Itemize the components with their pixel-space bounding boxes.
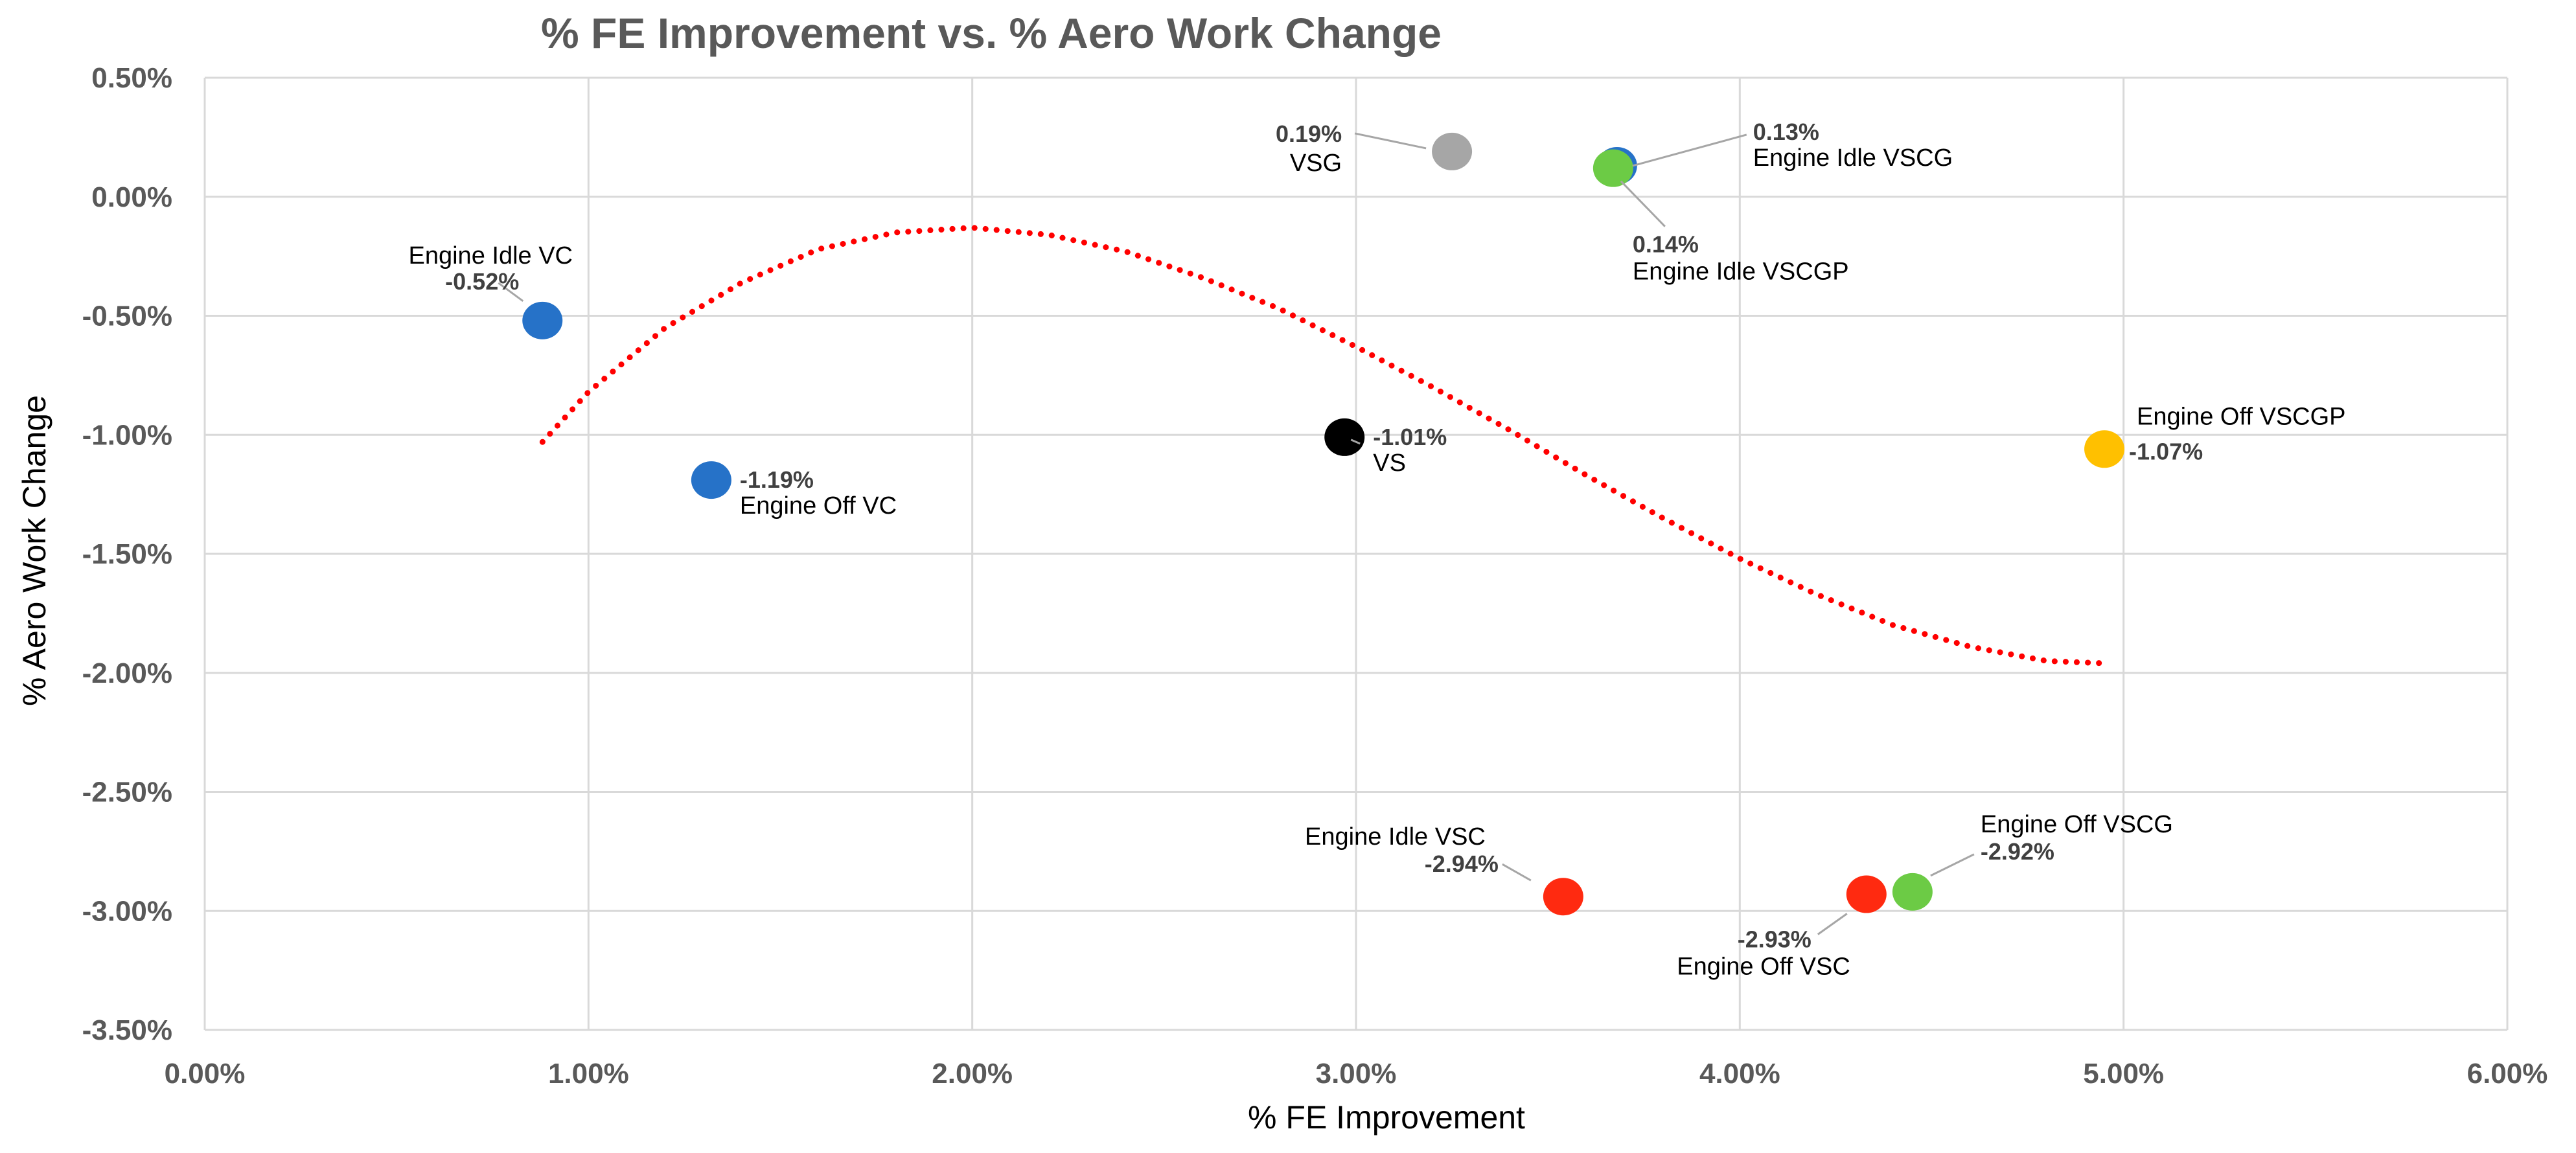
data-label-value: -1.01% bbox=[1373, 424, 1447, 450]
label-leader-line bbox=[1632, 133, 1747, 167]
data-point bbox=[1324, 418, 1365, 456]
y-axis-label: % Aero Work Change bbox=[16, 395, 52, 706]
data-label-name: Engine Off VSCGP bbox=[2137, 403, 2345, 430]
data-label-value: 0.19% bbox=[1276, 120, 1342, 147]
data-point bbox=[691, 461, 731, 499]
y-tick-label: -0.50% bbox=[82, 301, 172, 332]
x-tick-label: 0.00% bbox=[165, 1058, 246, 1090]
data-point bbox=[1846, 875, 1887, 913]
axis-ticks: 0.50% 0.00% -0.50% -1.00% -1.50% -2.00% -2.50%… bbox=[82, 62, 2548, 1090]
data-label-name: Engine Off VSC bbox=[1677, 953, 1850, 981]
data-label-value: -1.19% bbox=[740, 466, 814, 493]
x-tick-label: 5.00% bbox=[2083, 1058, 2164, 1090]
label-leader-line bbox=[1930, 853, 1975, 877]
x-tick-label: 2.00% bbox=[932, 1058, 1013, 1090]
data-label-name: VS bbox=[1373, 450, 1406, 477]
label-leader-line bbox=[1502, 863, 1532, 882]
label-leader-line bbox=[498, 282, 524, 303]
gridlines bbox=[203, 76, 2509, 1031]
data-points bbox=[522, 132, 2125, 916]
chart-title: % FE Improvement vs. % Aero Work Change bbox=[541, 9, 1442, 57]
label-leader-line bbox=[1620, 180, 1666, 227]
data-label-value: -1.07% bbox=[2129, 438, 2203, 464]
y-tick-label: -3.00% bbox=[82, 895, 172, 927]
data-label-name: Engine Idle VC bbox=[409, 242, 573, 269]
y-tick-label: -2.00% bbox=[82, 657, 172, 689]
data-point bbox=[1543, 878, 1583, 916]
y-tick-label: -1.50% bbox=[82, 538, 172, 570]
data-point bbox=[522, 301, 563, 339]
data-point bbox=[1892, 873, 1933, 911]
data-point bbox=[1593, 149, 1633, 187]
data-label-value: -0.52% bbox=[445, 268, 519, 295]
y-tick-label: -2.50% bbox=[82, 777, 172, 808]
y-tick-label: -3.50% bbox=[82, 1014, 172, 1046]
data-label-value: -2.94% bbox=[1425, 850, 1499, 877]
data-labels: -0.52%Engine Idle VC -1.19%Engine Off VC -… bbox=[409, 119, 2346, 981]
x-tick-label: 1.00% bbox=[548, 1058, 629, 1090]
y-tick-label: 0.50% bbox=[91, 62, 172, 94]
data-label-value: 0.13% bbox=[1753, 119, 1819, 145]
label-leader-line bbox=[1354, 132, 1427, 150]
data-point bbox=[1432, 132, 1473, 170]
x-axis-label: % FE Improvement bbox=[1248, 1099, 1525, 1136]
data-label-value: -2.93% bbox=[1738, 926, 1811, 953]
data-label-name: Engine Off VC bbox=[740, 492, 897, 519]
data-label-name: VSG bbox=[1290, 150, 1342, 177]
label-leader-line bbox=[1817, 913, 1848, 935]
data-label-name: Engine Idle VSCG bbox=[1753, 144, 1953, 172]
trendline bbox=[539, 224, 2108, 667]
x-tick-label: 4.00% bbox=[1699, 1058, 1780, 1090]
x-tick-label: 6.00% bbox=[2467, 1058, 2548, 1090]
y-tick-label: 0.00% bbox=[91, 181, 172, 213]
x-tick-label: 3.00% bbox=[1316, 1058, 1397, 1090]
label-leader-line bbox=[1350, 439, 1361, 445]
data-label-name: Engine Idle VSCGP bbox=[1633, 258, 1849, 286]
trendline-path bbox=[539, 224, 2108, 667]
data-label-value: 0.14% bbox=[1633, 231, 1699, 258]
data-label-name: Engine Idle VSC bbox=[1305, 823, 1486, 850]
y-tick-label: -1.00% bbox=[82, 419, 172, 451]
data-label-value: -2.92% bbox=[1981, 838, 2054, 865]
data-point bbox=[2084, 430, 2125, 468]
data-label-name: Engine Off VSCG bbox=[1981, 811, 2173, 838]
